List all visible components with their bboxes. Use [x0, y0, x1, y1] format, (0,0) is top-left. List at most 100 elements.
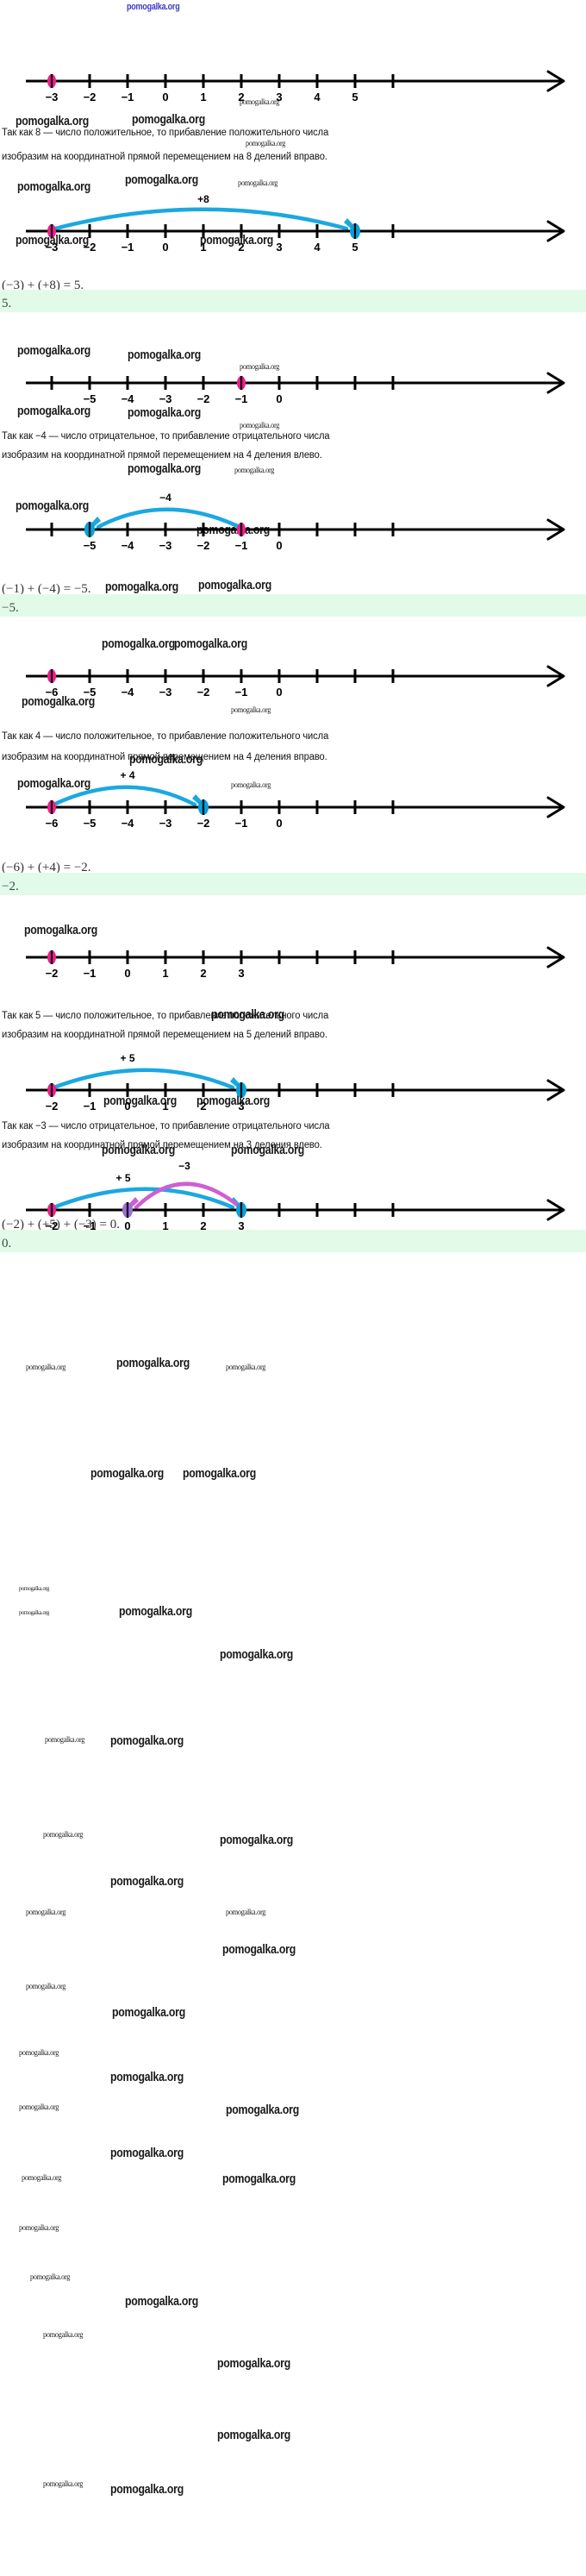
- tick-label: 3: [276, 241, 283, 254]
- watermark: pomogalka.org: [198, 578, 271, 592]
- number-line-diagram: −2 −1 0 1 2 3: [0, 935, 586, 980]
- tick-label: −1: [83, 1100, 97, 1113]
- tick-label: 1: [200, 91, 207, 103]
- watermark: pomogalka.org: [26, 1982, 66, 1990]
- watermark: pomogalka.org: [43, 2330, 84, 2339]
- tick-label: −4: [121, 392, 134, 405]
- watermark: pomogalka.org: [119, 1604, 192, 1619]
- tick-label: 0: [162, 91, 169, 103]
- tick-label: −1: [234, 817, 248, 830]
- tick-label: −2: [45, 1100, 59, 1113]
- equation: (−1) + (−4) = −5.: [2, 582, 91, 596]
- answer-highlight-band: [0, 873, 586, 895]
- axis-arrowhead: [546, 946, 565, 968]
- tick-label: −2: [196, 392, 210, 405]
- watermark: pomogalka.org: [16, 498, 89, 513]
- watermark: pomogalka.org: [116, 1356, 190, 1370]
- tick-label: −2: [83, 241, 97, 254]
- watermark: pomogalka.org: [16, 114, 89, 128]
- tick-label: 0: [276, 392, 283, 405]
- watermark: pomogalka.org: [125, 172, 198, 187]
- tick-label: 4: [314, 241, 321, 254]
- movement-arc: [49, 207, 349, 232]
- tick-label: 3: [238, 1100, 245, 1113]
- explanation-text: Так как −4 — число отрицательное, то при…: [2, 431, 330, 442]
- watermark: pomogalka.org: [17, 343, 90, 358]
- watermark: pomogalka.org: [19, 2048, 59, 2057]
- watermark: pomogalka.org: [112, 2005, 185, 2020]
- watermark: pomogalka.org: [226, 1908, 266, 1916]
- watermark: pomogalka.org: [240, 421, 280, 429]
- watermark: pomogalka.org: [30, 2272, 71, 2281]
- tick-label: −1: [234, 539, 248, 552]
- tick-label: −4: [121, 817, 134, 830]
- watermark: pomogalka.org: [183, 1466, 256, 1481]
- tick-label: −3: [45, 241, 59, 254]
- watermark: pomogalka.org: [226, 2103, 299, 2117]
- tick-label: 3: [238, 1219, 245, 1232]
- answer-highlight-band: [0, 594, 586, 617]
- tick-label: −3: [159, 817, 172, 830]
- watermark: pomogalka.org: [110, 2146, 184, 2160]
- axis-arrowhead: [546, 372, 565, 394]
- watermark: pomogalka.org: [125, 2294, 198, 2309]
- arc-label: +8: [197, 193, 209, 205]
- tick-label: 3: [238, 967, 245, 980]
- tick-label: −1: [234, 686, 248, 699]
- tick-label: 0: [124, 967, 131, 980]
- axis-arrowhead: [546, 665, 565, 687]
- watermark: pomogalka.org: [174, 636, 247, 651]
- watermark: pomogalka.org: [127, 2, 180, 12]
- watermark: pomogalka.org: [129, 752, 203, 767]
- tick-label: −5: [83, 686, 97, 699]
- explanation-text: изобразим на координатной прямой перемещ…: [2, 1030, 327, 1040]
- watermark: pomogalka.org: [19, 2223, 59, 2232]
- watermark: pomogalka.org: [19, 2103, 59, 2111]
- tick-label: −6: [45, 817, 59, 830]
- watermark: pomogalka.org: [200, 233, 273, 248]
- tick-label: −1: [83, 967, 97, 980]
- tick-label: −3: [159, 392, 172, 405]
- watermark: pomogalka.org: [246, 139, 286, 147]
- number-line-diagram: −5 −4 −3 −2 −1 0 −4: [0, 490, 586, 552]
- tick-label: 1: [162, 1219, 169, 1232]
- number-line-diagram: −6 −5 −4 −3 −2 −1 0: [0, 654, 586, 699]
- watermark: pomogalka.org: [90, 1466, 164, 1481]
- watermark: pomogalka.org: [105, 580, 178, 594]
- tick-label: 0: [124, 1100, 131, 1113]
- watermark: pomogalka.org: [16, 233, 89, 248]
- watermark: pomogalka.org: [26, 1908, 66, 1916]
- tick-label: −1: [121, 91, 134, 103]
- watermark: pomogalka.org: [22, 2173, 62, 2182]
- tick-label: 2: [200, 967, 207, 980]
- watermark: pomogalka.org: [19, 1609, 50, 1616]
- watermark: pomogalka.org: [110, 1733, 184, 1748]
- tick-label: −1: [234, 392, 248, 405]
- tick-label: −2: [83, 91, 97, 103]
- tick-label: 1: [200, 241, 207, 254]
- watermark: pomogalka.org: [220, 1833, 293, 1847]
- watermark: pomogalka.org: [220, 1647, 293, 1662]
- watermark: pomogalka.org: [128, 405, 201, 420]
- tick-label: −5: [83, 539, 97, 552]
- arc-label: −4: [159, 492, 171, 504]
- watermark: pomogalka.org: [132, 112, 205, 127]
- answer-value: 0.: [2, 1237, 12, 1250]
- equation: (−2) + (+5) + (−3) = 0.: [2, 1218, 120, 1232]
- explanation-text: Так как 8 — число положительное, то приб…: [2, 128, 329, 138]
- watermark: pomogalka.org: [103, 1094, 177, 1108]
- axis-arrowhead: [546, 796, 565, 818]
- movement-arc: [96, 507, 244, 530]
- explanation-text: изобразим на координатной прямой перемещ…: [2, 1140, 322, 1150]
- number-line-diagram: −3 −2 −1 0 1 2 3 4 5 +8: [0, 191, 586, 254]
- watermark: pomogalka.org: [24, 923, 97, 937]
- watermark: pomogalka.org: [102, 636, 175, 651]
- watermark: pomogalka.org: [222, 2172, 296, 2186]
- explanation-text: изобразим на координатной прямой перемещ…: [2, 152, 327, 162]
- axis-arrowhead: [546, 518, 565, 541]
- movement-arc: [49, 1068, 235, 1091]
- arc-label: −3: [178, 1160, 190, 1172]
- tick-label: −5: [83, 392, 97, 405]
- tick-label: −4: [121, 539, 134, 552]
- tick-label: −2: [196, 817, 210, 830]
